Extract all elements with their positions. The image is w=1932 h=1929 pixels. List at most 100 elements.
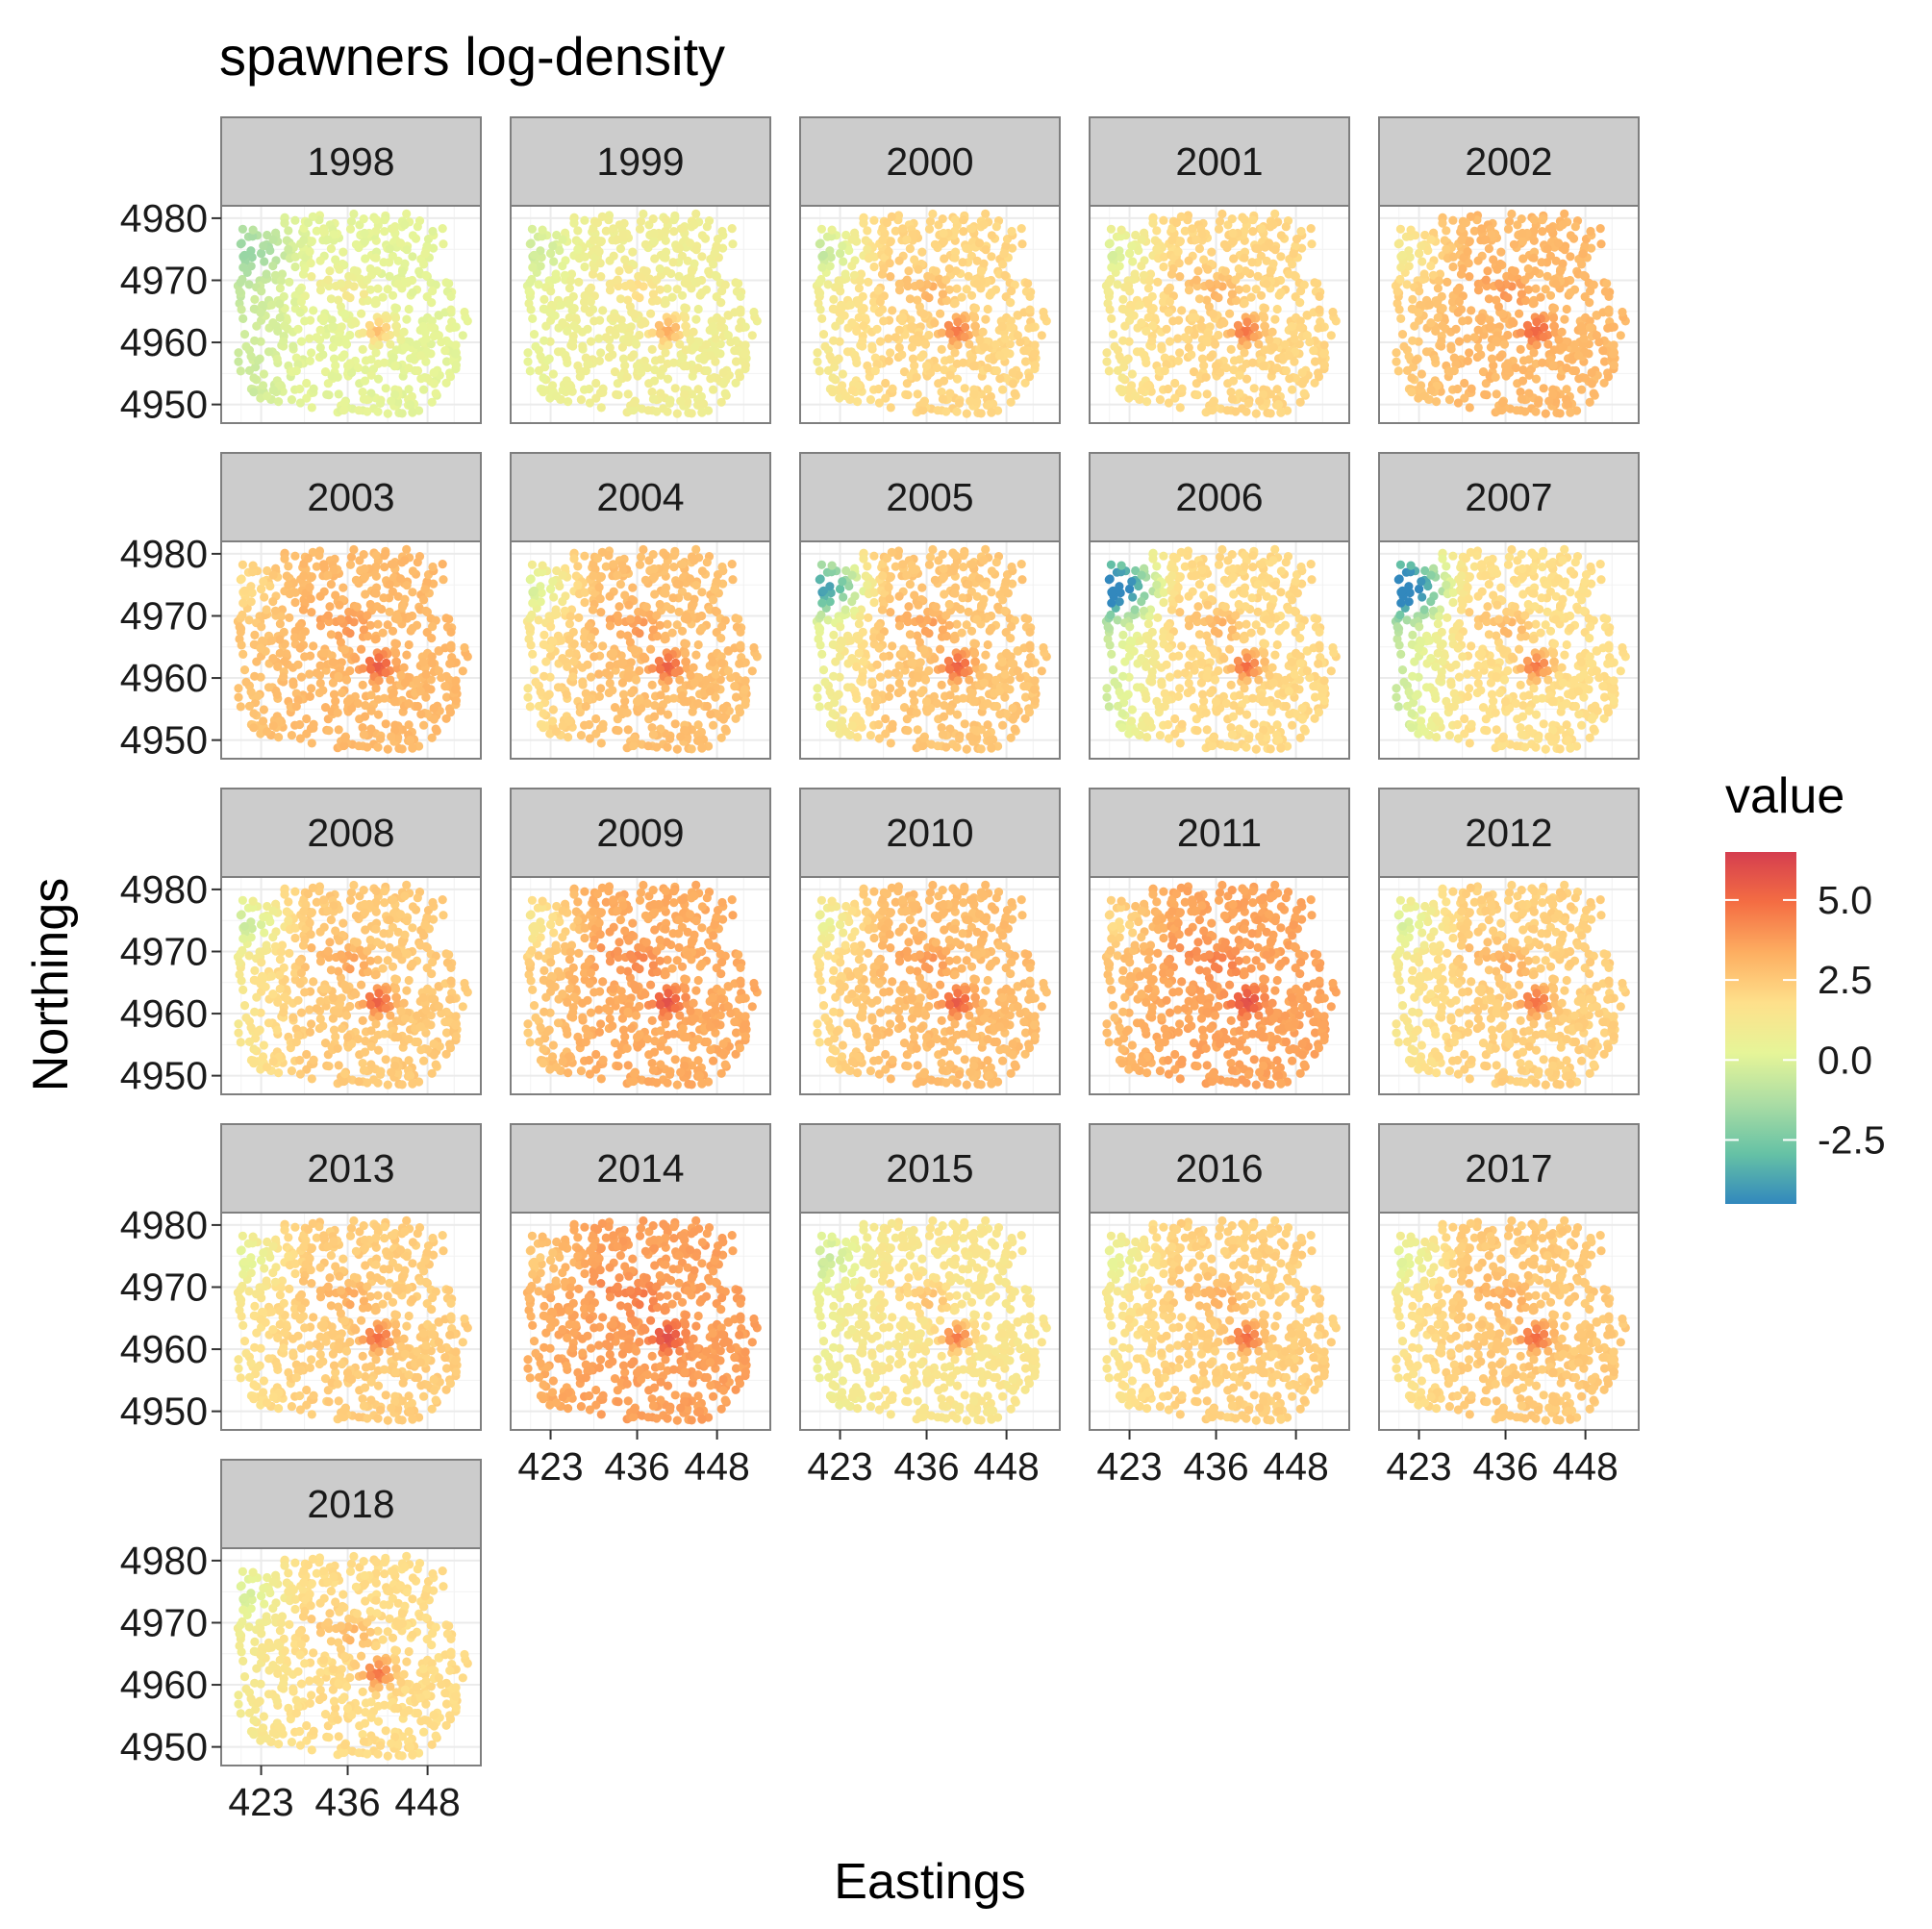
data-point [257, 287, 266, 296]
data-point [690, 220, 699, 230]
data-point [944, 263, 954, 274]
data-point [239, 586, 249, 595]
data-point [1566, 252, 1575, 262]
data-point [389, 224, 398, 234]
facet-strip-label: 2001 [1175, 139, 1263, 184]
data-point [237, 574, 246, 584]
data-point [323, 275, 333, 285]
data-point [259, 705, 268, 714]
data-point [586, 633, 596, 642]
data-point [1602, 279, 1612, 288]
data-point [1486, 322, 1496, 332]
data-point [1268, 342, 1278, 352]
data-point [727, 560, 737, 569]
data-point [545, 248, 556, 259]
data-point [558, 318, 567, 328]
data-point [256, 643, 265, 653]
data-point [382, 322, 391, 332]
data-point [405, 736, 415, 745]
data-point [584, 621, 593, 631]
data-point [285, 277, 294, 287]
facet-strip-label: 2003 [307, 475, 394, 519]
data-point [839, 257, 848, 266]
data-point [1148, 321, 1158, 331]
data-point [331, 255, 340, 264]
data-point [1143, 299, 1153, 309]
data-point [904, 602, 914, 612]
data-point [594, 691, 605, 702]
data-point [246, 262, 256, 271]
data-point [841, 269, 850, 279]
data-point [523, 348, 533, 358]
data-point [918, 405, 928, 415]
data-point [678, 560, 688, 569]
data-point [1262, 279, 1271, 288]
data-point [580, 551, 590, 561]
data-point [312, 333, 321, 342]
data-point [670, 719, 680, 729]
data-point [580, 252, 590, 262]
data-point [290, 262, 300, 272]
data-point [710, 585, 719, 594]
data-point [416, 374, 426, 384]
data-point [624, 600, 634, 610]
data-point [1165, 297, 1174, 307]
data-point [324, 726, 334, 736]
data-point [590, 652, 599, 662]
data-point [326, 630, 336, 639]
data-point [676, 396, 686, 406]
data-point [1523, 329, 1534, 338]
data-point [683, 279, 692, 288]
data-point [1563, 400, 1573, 410]
data-point [1167, 236, 1177, 245]
data-point [248, 232, 258, 241]
data-point [835, 584, 845, 594]
data-point [694, 400, 705, 410]
data-point [655, 263, 665, 274]
data-point [359, 730, 368, 739]
data-point [1566, 231, 1575, 240]
data-point [364, 320, 374, 330]
data-point [669, 358, 679, 367]
data-point [731, 357, 741, 366]
data-point [246, 352, 256, 362]
data-point [427, 323, 437, 333]
data-point [668, 258, 678, 267]
data-point [938, 550, 947, 560]
data-point [441, 357, 452, 366]
data-point [531, 677, 540, 688]
data-point [1406, 225, 1416, 235]
data-point [1560, 314, 1569, 324]
data-point [566, 269, 577, 279]
data-point [1268, 259, 1278, 268]
data-point [339, 405, 349, 415]
y-tick-label: 4960 [120, 656, 208, 700]
data-point [649, 237, 660, 246]
data-point [1164, 398, 1173, 408]
data-point [650, 589, 660, 599]
data-point [601, 333, 611, 342]
data-point [894, 286, 905, 295]
data-point [1313, 279, 1322, 288]
data-point [1013, 331, 1022, 340]
data-point [596, 272, 606, 282]
data-point [1023, 279, 1033, 288]
data-point [1208, 405, 1217, 415]
data-point [1287, 321, 1296, 332]
data-point [1448, 215, 1458, 225]
data-point [553, 683, 564, 692]
data-point [1024, 372, 1035, 382]
data-point [536, 688, 545, 697]
data-point [342, 696, 353, 707]
data-point [580, 215, 590, 225]
data-point [1538, 358, 1547, 367]
data-point [730, 346, 740, 356]
data-point [421, 669, 431, 679]
data-point [652, 742, 662, 752]
data-point [647, 344, 657, 354]
data-point [981, 245, 991, 255]
data-point [249, 304, 259, 313]
data-point [705, 687, 715, 696]
data-point [594, 247, 604, 257]
data-point [351, 318, 361, 328]
